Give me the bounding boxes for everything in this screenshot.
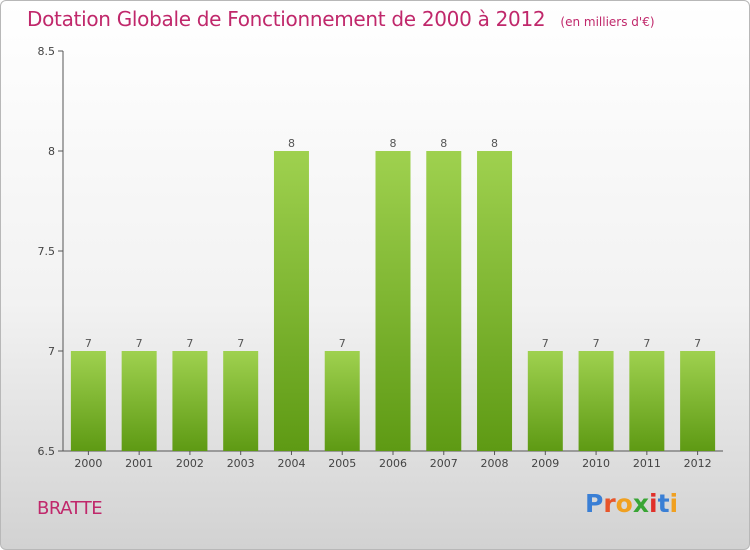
logo-letter: x bbox=[632, 489, 649, 518]
y-tick-label: 7.5 bbox=[38, 245, 56, 258]
bar bbox=[680, 351, 716, 451]
logo-letter: i bbox=[649, 489, 658, 518]
x-tick-label: 2003 bbox=[227, 457, 255, 470]
bar bbox=[426, 151, 462, 451]
data-label: 7 bbox=[186, 337, 193, 350]
data-label: 7 bbox=[136, 337, 143, 350]
bar bbox=[629, 351, 665, 451]
commune-name: BRATTE bbox=[37, 498, 103, 519]
logo-letter: o bbox=[615, 489, 633, 518]
bar bbox=[70, 351, 106, 451]
y-tick-label: 8.5 bbox=[38, 45, 56, 58]
bar bbox=[273, 151, 309, 451]
x-tick-label: 2004 bbox=[277, 457, 305, 470]
x-tick-label: 2011 bbox=[633, 457, 661, 470]
x-tick-label: 2002 bbox=[176, 457, 204, 470]
y-tick-label: 8 bbox=[48, 145, 55, 158]
bar bbox=[172, 351, 208, 451]
logo-letter: P bbox=[585, 489, 604, 518]
y-tick-label: 7 bbox=[48, 345, 55, 358]
data-label: 7 bbox=[339, 337, 346, 350]
x-tick-label: 2005 bbox=[328, 457, 356, 470]
bar bbox=[121, 351, 157, 451]
data-label: 8 bbox=[288, 137, 295, 150]
data-labels: 7 7 7 7 8 7 8 8 8 7 7 7 7 bbox=[85, 137, 701, 350]
data-label: 7 bbox=[593, 337, 600, 350]
x-tick-label: 2006 bbox=[379, 457, 407, 470]
logo-letter: r bbox=[603, 489, 616, 518]
bar bbox=[375, 151, 411, 451]
title-block: Dotation Globale de Fonctionnement de 20… bbox=[27, 7, 655, 31]
data-label: 7 bbox=[694, 337, 701, 350]
x-tick-label: 2009 bbox=[531, 457, 559, 470]
data-label: 7 bbox=[542, 337, 549, 350]
bar bbox=[477, 151, 513, 451]
x-tick-label: 2007 bbox=[430, 457, 458, 470]
x-tick-label: 2001 bbox=[125, 457, 153, 470]
bar bbox=[527, 351, 563, 451]
x-tick-label: 2000 bbox=[74, 457, 102, 470]
data-label: 8 bbox=[440, 137, 447, 150]
data-label: 7 bbox=[237, 337, 244, 350]
x-tick-label: 2010 bbox=[582, 457, 610, 470]
bar bbox=[223, 351, 259, 451]
x-tick-label: 2008 bbox=[481, 457, 509, 470]
bar bbox=[578, 351, 614, 451]
data-label: 8 bbox=[390, 137, 397, 150]
logo-letter: i bbox=[669, 489, 679, 518]
data-label: 8 bbox=[491, 137, 498, 150]
chart-title: Dotation Globale de Fonctionnement de 20… bbox=[27, 7, 546, 31]
x-tick-label: 2012 bbox=[684, 457, 712, 470]
data-label: 7 bbox=[85, 337, 92, 350]
chart-unit: (en milliers d'€) bbox=[560, 15, 655, 29]
bar bbox=[324, 351, 360, 451]
data-label: 7 bbox=[643, 337, 650, 350]
bars bbox=[70, 151, 716, 451]
y-tick-label: 6.5 bbox=[38, 445, 56, 458]
axes: 6.5 7 7.5 8 8.5 2000 2001 2002 2003 2004 2005 2006 2… bbox=[38, 45, 723, 470]
logo-letter: t bbox=[657, 489, 670, 518]
proxiti-logo[interactable]: Proxiti bbox=[585, 489, 678, 518]
